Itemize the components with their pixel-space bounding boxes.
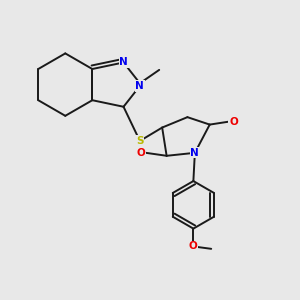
Text: O: O — [229, 117, 238, 127]
Text: O: O — [189, 242, 198, 251]
Text: N: N — [136, 81, 144, 91]
Text: S: S — [136, 136, 144, 146]
Text: N: N — [119, 58, 128, 68]
Text: N: N — [190, 148, 199, 158]
Text: O: O — [137, 148, 146, 158]
